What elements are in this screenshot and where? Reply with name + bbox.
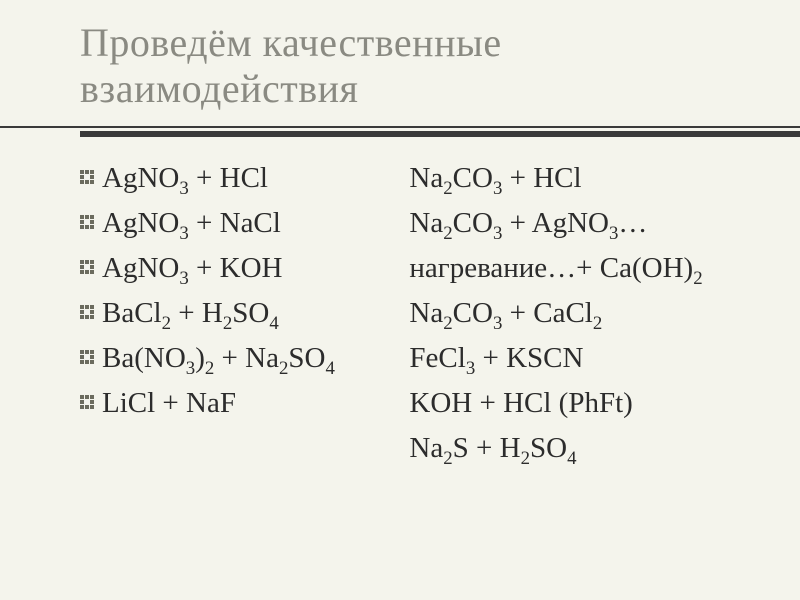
list-item: нагревание…+ Ca(OH)2 xyxy=(409,246,752,291)
list-item: BaCl2 + H2SO4 xyxy=(80,291,409,336)
formula-text: KOH + HCl (PhFt) xyxy=(409,381,632,426)
formula-text: AgNO3 + NaCl xyxy=(102,201,281,246)
bullet-icon xyxy=(80,156,102,184)
formula-text: AgNO3 + HCl xyxy=(102,156,268,201)
bullet-icon xyxy=(80,291,102,319)
formula-text: Na2CO3 + CaCl2 xyxy=(409,291,602,336)
list-item: AgNO3 + HCl xyxy=(80,156,409,201)
list-item: LiCl + NaF xyxy=(80,381,409,426)
list-item: Na2S + H2SO4 xyxy=(409,426,752,471)
rule-thick xyxy=(80,131,800,137)
right-column: Na2CO3 + HClNa2CO3 + AgNO3…нагревание…+ … xyxy=(409,156,752,471)
formula-text: FeCl3 + KSCN xyxy=(409,336,583,381)
list-item: KOH + HCl (PhFt) xyxy=(409,381,752,426)
bullet-icon xyxy=(80,246,102,274)
formula-text: AgNO3 + KOH xyxy=(102,246,282,291)
title-rule xyxy=(80,124,752,138)
formula-text: Na2S + H2SO4 xyxy=(409,426,576,471)
slide-title: Проведём качественные взаимодействия xyxy=(80,20,752,112)
formula-text: LiCl + NaF xyxy=(102,381,236,426)
list-item: Na2CO3 + AgNO3… xyxy=(409,201,752,246)
list-item: Na2CO3 + CaCl2 xyxy=(409,291,752,336)
list-item: AgNO3 + KOH xyxy=(80,246,409,291)
formula-text: Na2CO3 + AgNO3… xyxy=(409,201,647,246)
left-column: AgNO3 + HClAgNO3 + NaClAgNO3 + KOHBaCl2 … xyxy=(80,156,409,471)
bullet-icon xyxy=(80,381,102,409)
bullet-icon xyxy=(80,201,102,229)
formula-text: BaCl2 + H2SO4 xyxy=(102,291,279,336)
list-item: Na2CO3 + HCl xyxy=(409,156,752,201)
list-item: AgNO3 + NaCl xyxy=(80,201,409,246)
formula-text: нагревание…+ Ca(OH)2 xyxy=(409,246,702,291)
list-item: Ba(NO3)2 + Na2SO4 xyxy=(80,336,409,381)
formula-text: Na2CO3 + HCl xyxy=(409,156,581,201)
rule-thin xyxy=(0,126,800,128)
bullet-icon xyxy=(80,336,102,364)
content-columns: AgNO3 + HClAgNO3 + NaClAgNO3 + KOHBaCl2 … xyxy=(80,156,752,471)
slide: Проведём качественные взаимодействия AgN… xyxy=(0,0,800,600)
formula-text: Ba(NO3)2 + Na2SO4 xyxy=(102,336,335,381)
list-item: FeCl3 + KSCN xyxy=(409,336,752,381)
